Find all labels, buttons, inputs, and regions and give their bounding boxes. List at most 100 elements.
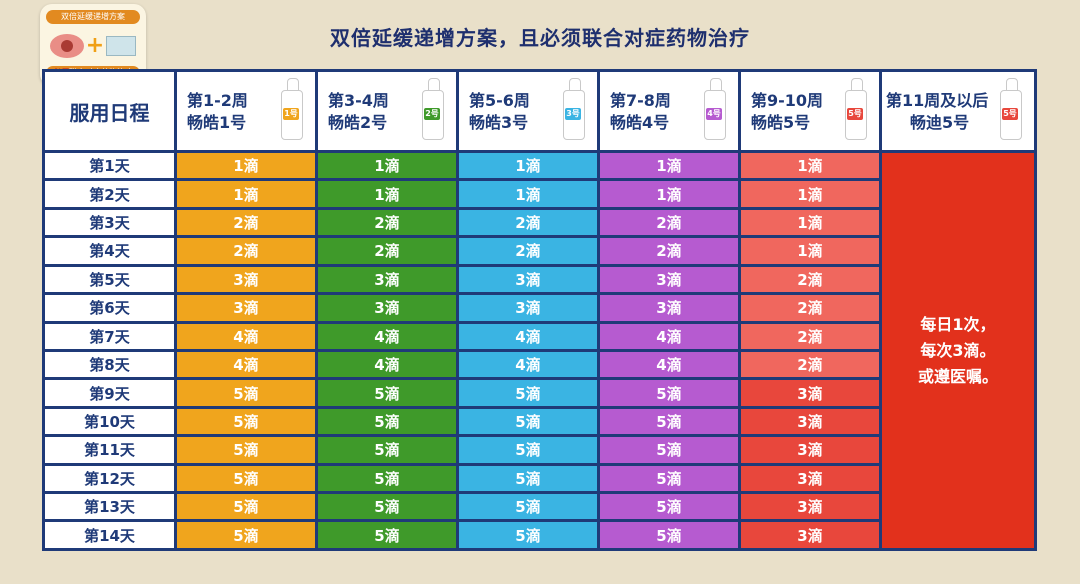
column-header: 第5-6周 畅皓3号 3号: [456, 69, 600, 153]
dose-cell: 4滴: [174, 320, 318, 352]
dose-cell: 4滴: [456, 320, 600, 352]
dose-cell: 4滴: [597, 348, 741, 381]
note-line: 每日1次，: [920, 314, 996, 334]
dropper-bottle-icon: 2号: [422, 78, 444, 140]
dose-cell: 1滴: [738, 206, 882, 239]
dose-cell: 3滴: [597, 292, 741, 324]
dose-cell: 5滴: [174, 519, 318, 551]
dose-cell: 1滴: [738, 235, 882, 267]
dose-cell: 3滴: [456, 263, 600, 296]
table-row: 第14天 5滴 5滴 5滴 5滴 3滴: [42, 519, 1036, 551]
column-product: 畅迪5号: [910, 113, 970, 132]
dose-cell: 5滴: [174, 405, 318, 438]
table-row: 第4天 2滴 2滴 2滴 2滴 1滴: [42, 235, 1036, 267]
day-label: 第4天: [42, 235, 177, 267]
dropper-bottle-icon: 1号: [281, 78, 303, 140]
table-row: 第5天 3滴 3滴 3滴 3滴 2滴: [42, 263, 1036, 296]
column-period: 第9-10周: [751, 91, 824, 110]
dose-cell: 5滴: [597, 519, 741, 551]
schedule-header: 服用日程: [42, 69, 177, 153]
dose-cell: 5滴: [456, 377, 600, 409]
dosage-schedule-table: 服用日程 第1-2周 畅皓1号 1号 第3-4周 畅皓2号 2号 第5-6周 畅皓3号 3号 第7-…: [42, 69, 1037, 551]
dose-cell: 2滴: [315, 235, 459, 267]
dose-cell: 1滴: [174, 178, 318, 210]
day-label: 第11天: [42, 434, 177, 466]
dose-cell: 4滴: [597, 320, 741, 352]
dose-cell: 3滴: [597, 263, 741, 296]
dose-cell: 2滴: [174, 235, 318, 267]
dose-cell: 5滴: [315, 434, 459, 466]
column-product: 畅皓4号: [610, 113, 670, 132]
dose-cell: 5滴: [315, 462, 459, 495]
dose-cell: 5滴: [597, 462, 741, 495]
column-header: 第11周及以后 畅迪5号 5号: [879, 69, 1037, 153]
dropper-bottle-icon: 5号: [1000, 78, 1022, 140]
dose-cell: 5滴: [456, 405, 600, 438]
column-period: 第1-2周: [187, 91, 248, 110]
table-row: 第10天 5滴 5滴 5滴 5滴 3滴: [42, 405, 1036, 438]
dose-cell: 4滴: [315, 320, 459, 352]
dose-cell: 5滴: [174, 434, 318, 466]
dose-cell: 1滴: [315, 149, 459, 182]
day-label: 第7天: [42, 320, 177, 352]
column-period: 第3-4周: [328, 91, 389, 110]
dropper-bottle-icon: 5号: [845, 78, 867, 140]
table-row: 第7天 4滴 4滴 4滴 4滴 2滴: [42, 320, 1036, 352]
badge-icons: +: [50, 30, 136, 62]
dose-cell: 1滴: [738, 149, 882, 182]
dropper-bottle-icon: 3号: [563, 78, 585, 140]
column-header: 第9-10周 畅皓5号 5号: [738, 69, 882, 153]
dose-cell: 5滴: [174, 377, 318, 409]
dropper-bottle-icon: 4号: [704, 78, 726, 140]
dose-cell: 3滴: [315, 263, 459, 296]
dose-cell: 1滴: [738, 178, 882, 210]
day-label: 第10天: [42, 405, 177, 438]
bottle-tag: 2号: [424, 108, 440, 120]
day-label: 第2天: [42, 178, 177, 210]
dose-cell: 1滴: [456, 178, 600, 210]
dose-cell: 5滴: [456, 434, 600, 466]
table-row: 第1天 1滴 1滴 1滴 1滴 1滴 每日1次， 每次3滴。 或遵医嘱。: [42, 149, 1037, 551]
day-label: 第9天: [42, 377, 177, 409]
column-product: 畅皓2号: [328, 113, 388, 132]
day-label: 第5天: [42, 263, 177, 296]
table-header-row: 服用日程 第1-2周 畅皓1号 1号 第3-4周 畅皓2号 2号 第5-6周 畅皓3号 3号 第7-…: [42, 69, 1037, 153]
dose-cell: 3滴: [738, 491, 882, 523]
dose-cell: 5滴: [315, 377, 459, 409]
note-line: 每次3滴。: [920, 340, 996, 360]
bottle-tag: 5号: [1002, 108, 1018, 120]
bottle-tag: 1号: [283, 108, 299, 120]
table-row: 第8天 4滴 4滴 4滴 4滴 2滴: [42, 348, 1036, 381]
dose-cell: 4滴: [174, 348, 318, 381]
dose-cell: 1滴: [456, 149, 600, 182]
bottle-tag: 5号: [847, 108, 863, 120]
column-period: 第7-8周: [610, 91, 671, 110]
dose-cell: 3滴: [738, 462, 882, 495]
plus-icon: +: [85, 33, 105, 58]
dose-cell: 3滴: [738, 434, 882, 466]
eye-icon: [50, 34, 84, 58]
dose-cell: 3滴: [456, 292, 600, 324]
dose-cell: 1滴: [597, 149, 741, 182]
dose-cell: 5滴: [315, 405, 459, 438]
dose-cell: 1滴: [174, 149, 318, 182]
column-product: 畅皓3号: [469, 113, 529, 132]
bottle-tag: 4号: [706, 108, 722, 120]
dose-cell: 5滴: [597, 405, 741, 438]
day-label: 第3天: [42, 206, 177, 239]
column-product: 畅皓1号: [187, 113, 247, 132]
dose-cell: 5滴: [456, 462, 600, 495]
dose-cell: 5滴: [315, 519, 459, 551]
table-row: 第11天 5滴 5滴 5滴 5滴 3滴: [42, 434, 1036, 466]
dose-cell: 5滴: [597, 434, 741, 466]
column-period: 第11周及以后: [886, 91, 989, 110]
day-label: 第12天: [42, 462, 177, 495]
table-row: 第12天 5滴 5滴 5滴 5滴 3滴: [42, 462, 1036, 495]
bottle-tag: 3号: [565, 108, 581, 120]
table-row: 第9天 5滴 5滴 5滴 5滴 3滴: [42, 377, 1036, 409]
dose-cell: 3滴: [738, 377, 882, 409]
medicine-box-icon: [106, 36, 136, 56]
dose-cell: 3滴: [738, 519, 882, 551]
dose-cell: 5滴: [597, 377, 741, 409]
dose-cell: 2滴: [738, 292, 882, 324]
